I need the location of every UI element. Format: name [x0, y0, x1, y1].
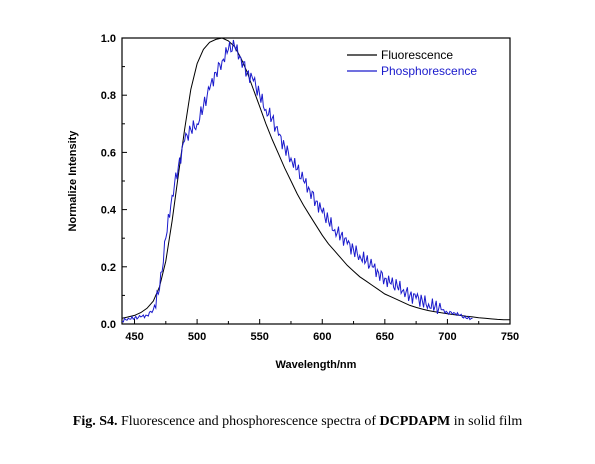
caption-compound: DCPDAPM — [379, 414, 451, 429]
legend-label-fluorescence: Fluorescence — [381, 48, 453, 62]
x-tick-label-750: 750 — [501, 331, 519, 343]
figure-caption: Fig. S4. Fluorescence and phosphorescenc… — [0, 414, 595, 430]
x-tick-label-600: 600 — [313, 331, 331, 343]
plot-frame — [121, 37, 511, 325]
caption-label: Fig. S4. — [72, 414, 118, 429]
y-tick-label-0.4: 0.4 — [101, 205, 117, 217]
x-tick-label-450: 450 — [125, 331, 143, 343]
caption-text-before: Fluorescence and phosphorescence spectra… — [117, 414, 380, 429]
x-tick-label-650: 650 — [376, 331, 394, 343]
y-tick-label-1: 1.0 — [101, 33, 116, 45]
series-line-fluorescence — [121, 37, 510, 321]
y-tick-label-0: 0.0 — [101, 319, 116, 331]
spectra-chart: 450 500 550 600 650 700 750 0.0 0.2 0.4 0.6 0.8 1.0 W… — [67, 33, 519, 371]
x-axis-title: Wavelength/nm — [276, 359, 357, 371]
y-tick-label-0.8: 0.8 — [101, 90, 116, 102]
x-tick-label-500: 500 — [188, 331, 206, 343]
y-axis-title: Normalize Intensity — [67, 130, 79, 232]
series-line-phosphorescence — [121, 39, 473, 323]
caption-text-after: in solid film — [450, 414, 523, 429]
x-tick-label-700: 700 — [438, 331, 456, 343]
plot-area: 450 500 550 600 650 700 750 0.0 0.2 0.4 0.6 0.8 1.0 W… — [67, 33, 519, 371]
y-tick-label-0.2: 0.2 — [101, 262, 116, 274]
legend-label-phosphorescence: Phosphorescence — [381, 64, 477, 78]
y-tick-label-0.6: 0.6 — [101, 147, 116, 159]
x-tick-label-550: 550 — [250, 331, 268, 343]
